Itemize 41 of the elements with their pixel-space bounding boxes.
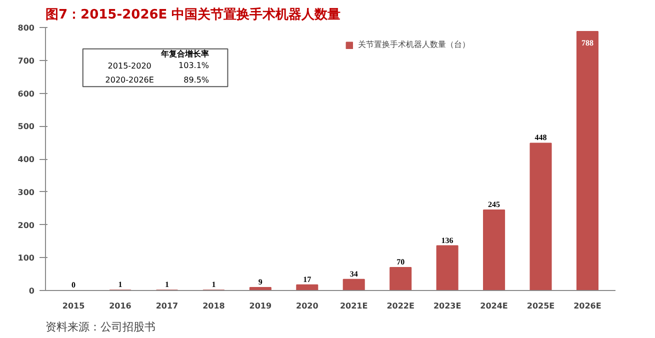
y-tick-label: 700 [18, 56, 35, 66]
x-tick-label: 2015 [62, 302, 86, 310]
data-label: 1 [212, 280, 216, 290]
y-tick-label: 0 [28, 286, 35, 296]
annotation: 89.5% [184, 75, 210, 84]
data-label: 1 [118, 280, 122, 290]
annotation: 103.1% [178, 61, 210, 70]
y-tick-label: 300 [18, 188, 35, 197]
data-label: 70 [396, 257, 405, 266]
x-tick-label: 2017 [156, 302, 178, 310]
x-tick-label: 2019 [249, 302, 272, 310]
x-tick-label: 2023E [433, 302, 462, 310]
y-tick-label: 800 [18, 24, 35, 32]
x-tick-label: 2018 [202, 302, 226, 310]
annotation: 2020-2026E [105, 75, 154, 84]
y-tick-label: 200 [18, 220, 35, 230]
data-label: 245 [488, 200, 500, 209]
data-label: 0 [72, 280, 76, 290]
x-tick-label: 2025E [526, 302, 555, 310]
annotation: 2015-2020 [108, 62, 152, 71]
legend-label: 关节置换手术机器人数量（台） [358, 39, 470, 50]
data-label: 17 [303, 274, 312, 284]
y-tick-label: 100 [18, 254, 35, 263]
x-tick-label: 2020 [296, 302, 319, 310]
text: 资料来源：公司招股书 [46, 320, 156, 334]
x-tick-label: 2022E [386, 302, 414, 310]
annotation: 年复合增长率 [160, 48, 210, 58]
data-label: 788 [581, 38, 594, 48]
y-tick-label: 400 [18, 155, 35, 164]
data-label: 136 [441, 236, 454, 245]
y-tick-label: 600 [18, 89, 35, 98]
data-label: 1 [164, 280, 169, 290]
data-label: 34 [350, 269, 358, 278]
x-tick-label: 2021E [340, 302, 368, 310]
x-tick-label: 2016 [109, 302, 132, 310]
chart-title: 图7：2015-2026E 中国关节置换手术机器人数量 [46, 6, 341, 22]
x-tick-label: 2024E [480, 302, 508, 310]
x-tick-label: 2026E [574, 302, 602, 310]
data-label: 448 [534, 133, 547, 142]
data-label: 9 [258, 278, 262, 287]
y-tick-label: 500 [18, 122, 35, 132]
